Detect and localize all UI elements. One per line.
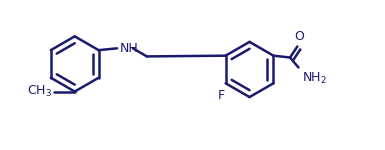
Text: O: O (294, 30, 304, 43)
Text: F: F (218, 89, 225, 102)
Text: NH: NH (120, 42, 138, 55)
Text: NH$_2$: NH$_2$ (302, 71, 327, 86)
Text: CH$_3$: CH$_3$ (27, 84, 52, 99)
